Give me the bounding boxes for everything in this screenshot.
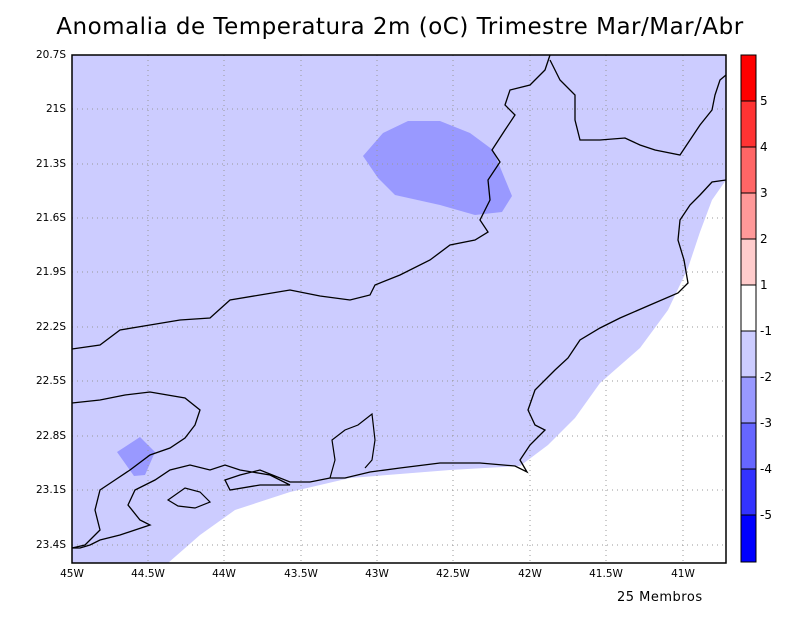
colorbar-label: 4 [760, 140, 768, 154]
lat-label: 22.5S [35, 375, 66, 387]
lat-label: 21.9S [35, 266, 66, 278]
lat-label: 21.6S [35, 212, 66, 224]
anomaly-patch-north [363, 121, 512, 215]
state-border [71, 54, 727, 549]
colorbar-segment [740, 468, 757, 516]
grid-lines [72, 55, 726, 563]
colorbar [740, 54, 757, 563]
lon-label: 44W [212, 568, 236, 580]
lon-label: 42W [518, 568, 542, 580]
lon-label: 45W [60, 568, 84, 580]
lat-label: 23.1S [35, 484, 66, 496]
colorbar-segment [740, 192, 757, 240]
lon-label: 41.5W [589, 568, 623, 580]
colorbar-segment [740, 238, 757, 286]
colorbar-segment [740, 376, 757, 424]
lon-label: 43.5W [284, 568, 318, 580]
lon-label: 44.5W [131, 568, 165, 580]
colorbar-segment [740, 146, 757, 194]
lat-label: 21.3S [35, 158, 66, 170]
colorbar-label: -2 [760, 370, 772, 384]
colorbar-segment [740, 330, 757, 378]
anomaly-patch-southwest [117, 437, 155, 476]
colorbar-label: 2 [760, 232, 768, 246]
map-title: Anomalia de Temperatura 2m (oC) Trimestr… [56, 14, 744, 40]
colorbar-label: 3 [760, 186, 768, 200]
members-caption: 25 Membros [617, 590, 703, 605]
colorbar-label: -1 [760, 324, 772, 338]
colorbar-label: -3 [760, 416, 772, 430]
lon-label: 41W [671, 568, 695, 580]
lat-label: 22.2S [35, 321, 66, 333]
anomaly-field-neutral [168, 180, 726, 563]
colorbar-segment [740, 514, 757, 563]
colorbar-label: -4 [760, 462, 772, 476]
lat-label: 20.7S [35, 49, 66, 61]
colorbar-label: -5 [760, 508, 772, 522]
colorbar-label: 1 [760, 278, 768, 292]
colorbar-label: 5 [760, 94, 768, 108]
colorbar-segment [740, 422, 757, 470]
colorbar-segment [740, 54, 757, 102]
guanabara-bay [329, 412, 376, 479]
coastline [72, 179, 727, 549]
plot-frame [71, 54, 727, 564]
colorbar-segment [740, 100, 757, 148]
lat-label: 21S [45, 103, 66, 115]
lon-label: 42.5W [436, 568, 470, 580]
colorbar-segment [740, 284, 757, 332]
lat-label: 23.4S [35, 539, 66, 551]
lat-label: 22.8S [35, 430, 66, 442]
ilha-grande [166, 487, 212, 509]
lon-label: 43W [365, 568, 389, 580]
